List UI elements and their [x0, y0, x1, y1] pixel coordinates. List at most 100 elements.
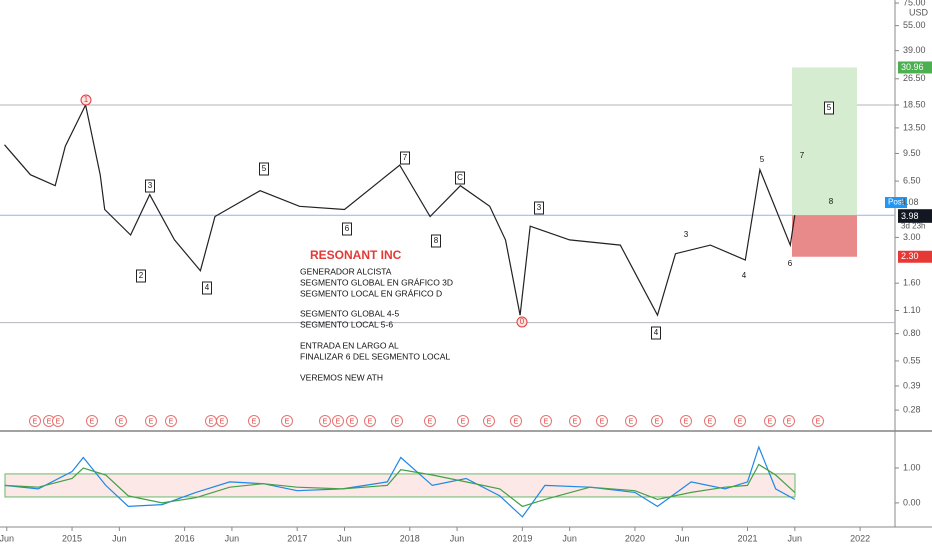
y-tick-label: 1.00 — [903, 462, 921, 472]
x-tick-label: Jun — [337, 533, 352, 543]
earnings-circle — [216, 415, 228, 427]
wave-box — [202, 281, 212, 295]
note-line: SEGMENTO GLOBAL 4-5 — [300, 308, 399, 318]
earnings-circle — [783, 415, 795, 427]
y-tick-label: 0.39 — [903, 380, 921, 390]
earnings-marker: E — [514, 418, 519, 425]
currency-label: USD — [909, 7, 929, 17]
y-tick-label: 0.80 — [903, 328, 921, 338]
earnings-circle — [812, 415, 824, 427]
earnings-circle — [734, 415, 746, 427]
x-tick-label: 2016 — [175, 533, 195, 543]
earnings-marker: E — [395, 418, 400, 425]
wave-label: 4 — [742, 271, 747, 280]
y-tick-label: 0.55 — [903, 355, 921, 365]
prev-badge-bg — [898, 210, 932, 223]
earnings-circle — [86, 415, 98, 427]
earnings-circle — [625, 415, 637, 427]
earnings-marker: E — [119, 418, 124, 425]
earnings-circle — [510, 415, 522, 427]
earnings-circle — [704, 415, 716, 427]
x-tick-label: 2022 — [850, 533, 870, 543]
note-line: SEGMENTO GLOBAL EN GRÁFICO 3D — [300, 277, 453, 287]
earnings-marker: E — [655, 418, 660, 425]
y-tick-label: 0.00 — [903, 497, 921, 507]
y-tick-label: 75.00 — [903, 0, 926, 7]
earnings-circle — [364, 415, 376, 427]
countdown: 3d 23h — [901, 221, 925, 230]
wave-circle — [516, 316, 528, 328]
post-price: 4.08 — [901, 197, 919, 207]
earnings-circle — [651, 415, 663, 427]
wave-label: 1 — [84, 95, 89, 104]
post-tag-bg — [885, 197, 907, 209]
earnings-marker: E — [787, 418, 792, 425]
earnings-marker: E — [169, 418, 174, 425]
y-tick-label: 1.60 — [903, 278, 921, 288]
earnings-circle — [483, 415, 495, 427]
wave-label: 3 — [537, 203, 542, 212]
note-line: ENTRADA EN LARGO AL — [300, 340, 399, 350]
earnings-circle — [424, 415, 436, 427]
prev-badge: 3.98 — [901, 211, 919, 221]
wave-label: 5 — [262, 164, 267, 173]
y-tick-label: 6.50 — [903, 175, 921, 185]
wave-label: 6 — [345, 224, 350, 233]
wave-label: 8 — [829, 197, 834, 206]
loss-zone — [792, 215, 857, 257]
wave-box — [431, 234, 441, 248]
wave-box — [259, 162, 269, 176]
wave-label: 0 — [520, 317, 525, 326]
x-tick-label: Jun — [675, 533, 690, 543]
wave-label: 5 — [827, 103, 832, 112]
earnings-marker: E — [428, 418, 433, 425]
osc-band — [4, 473, 796, 498]
y-tick-label: 1.10 — [903, 305, 921, 315]
x-tick-label: 2018 — [400, 533, 420, 543]
y-tick-label: 26.50 — [903, 73, 926, 83]
wave-box — [400, 151, 410, 165]
osc-line — [4, 463, 796, 508]
x-tick-label: 2015 — [62, 533, 82, 543]
earnings-marker: E — [336, 418, 341, 425]
note-line: FINALIZAR 6 DEL SEGMENTO LOCAL — [300, 351, 450, 361]
x-tick-label: Jun — [225, 533, 240, 543]
x-tick-label: 2021 — [738, 533, 758, 543]
earnings-circle — [457, 415, 469, 427]
profit-zone — [792, 67, 857, 216]
y-tick-label: 9.50 — [903, 148, 921, 158]
earnings-circle — [680, 415, 692, 427]
x-tick-label: 2020 — [625, 533, 645, 543]
earnings-marker: E — [56, 418, 61, 425]
y-tick-label: 18.50 — [903, 99, 926, 109]
earnings-marker: E — [47, 418, 52, 425]
earnings-circle — [281, 415, 293, 427]
earnings-marker: E — [544, 418, 549, 425]
wave-label: C — [457, 173, 463, 182]
earnings-marker: E — [252, 418, 257, 425]
earnings-marker: E — [368, 418, 373, 425]
earnings-marker: E — [149, 418, 154, 425]
wave-box — [136, 269, 146, 283]
x-tick-label: Jun — [788, 533, 803, 543]
wave-label: 6 — [788, 259, 793, 268]
earnings-circle — [332, 415, 344, 427]
wave-label: 3 — [148, 181, 153, 190]
earnings-circle — [29, 415, 41, 427]
wave-box — [342, 222, 352, 236]
earnings-marker: E — [487, 418, 492, 425]
wave-label: 5 — [760, 155, 765, 164]
note-line: VEREMOS NEW ATH — [300, 372, 383, 382]
note-line: GENERADOR ALCISTA — [300, 266, 392, 276]
wave-box — [534, 201, 544, 215]
earnings-circle — [540, 415, 552, 427]
earnings-marker: E — [768, 418, 773, 425]
x-tick-label: 2017 — [287, 533, 307, 543]
x-tick-label: Jun — [450, 533, 465, 543]
earnings-circle — [391, 415, 403, 427]
note-line: SEGMENTO LOCAL 5-6 — [300, 319, 393, 329]
y-tick-label: 3.00 — [903, 232, 921, 242]
earnings-marker: E — [350, 418, 355, 425]
y-tick-label: 13.50 — [903, 122, 926, 132]
